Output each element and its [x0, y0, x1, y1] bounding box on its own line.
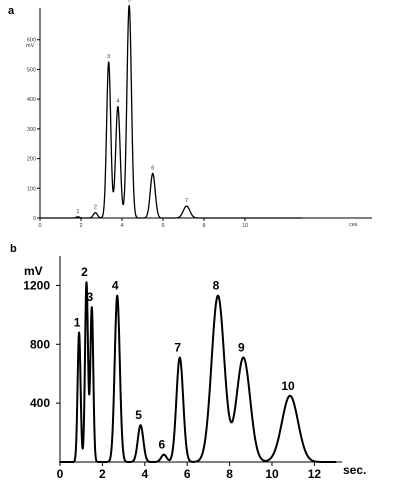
peak-label-a: 3 [107, 54, 110, 60]
peak-label-b: 4 [112, 279, 119, 293]
y-tick-label-a: 0 [33, 216, 36, 222]
x-tick-label-b: 2 [99, 467, 106, 481]
y-axis-label-b: mV [24, 264, 43, 278]
peak-label-a: 2 [94, 205, 97, 211]
y-tick-label-a: 400 [27, 97, 36, 103]
x-tick-label-a: 8 [202, 223, 205, 229]
panel-label-a: a [8, 5, 15, 17]
peak-label-b: 1 [74, 316, 81, 330]
y-tick-label-a: 600 [27, 38, 36, 44]
peak-label-b: 8 [213, 279, 220, 293]
peak-label-b: 3 [86, 290, 93, 304]
peak-label-a: 6 [151, 165, 154, 171]
panel-label-b: b [10, 243, 17, 255]
peak-label-b: 9 [238, 340, 245, 354]
x-axis-label-b: sec. [343, 463, 366, 477]
x-axis-label-a: сек [349, 222, 358, 228]
trace-a [39, 4, 304, 219]
x-tick-label-b: 6 [184, 467, 191, 481]
x-tick-label-b: 4 [141, 467, 148, 481]
x-tick-label-a: 10 [242, 223, 248, 229]
peak-label-a: 1 [76, 209, 79, 215]
x-tick-label-b: 8 [226, 467, 233, 481]
x-tick-label-b: 0 [57, 467, 64, 481]
peak-label-a: 4 [116, 99, 119, 105]
peak-label-b: 7 [174, 341, 181, 355]
peak-label-b: 5 [135, 408, 142, 422]
peak-label-a: 5 [128, 0, 131, 4]
y-tick-label-b: 1200 [23, 278, 50, 292]
x-tick-label-a: 2 [79, 223, 82, 229]
x-tick-label-a: 0 [38, 223, 41, 229]
y-tick-label-b: 800 [30, 337, 50, 351]
x-tick-label-b: 10 [265, 467, 279, 481]
peak-label-b: 10 [281, 379, 295, 393]
y-tick-label-a: 300 [27, 127, 36, 133]
trace-b [59, 281, 337, 463]
x-tick-label-a: 4 [120, 223, 123, 229]
y-tick-label-a: 200 [27, 157, 36, 163]
peak-label-b: 2 [81, 265, 88, 279]
y-tick-label-b: 400 [30, 396, 50, 410]
peak-label-b: 6 [159, 438, 166, 452]
peak-label-a: 7 [185, 198, 188, 204]
y-axis-label-a: mV [26, 43, 35, 49]
y-tick-label-a: 100 [27, 186, 36, 192]
x-tick-label-b: 12 [308, 467, 322, 481]
x-tick-label-a: 6 [161, 223, 164, 229]
y-tick-label-a: 500 [27, 67, 36, 73]
